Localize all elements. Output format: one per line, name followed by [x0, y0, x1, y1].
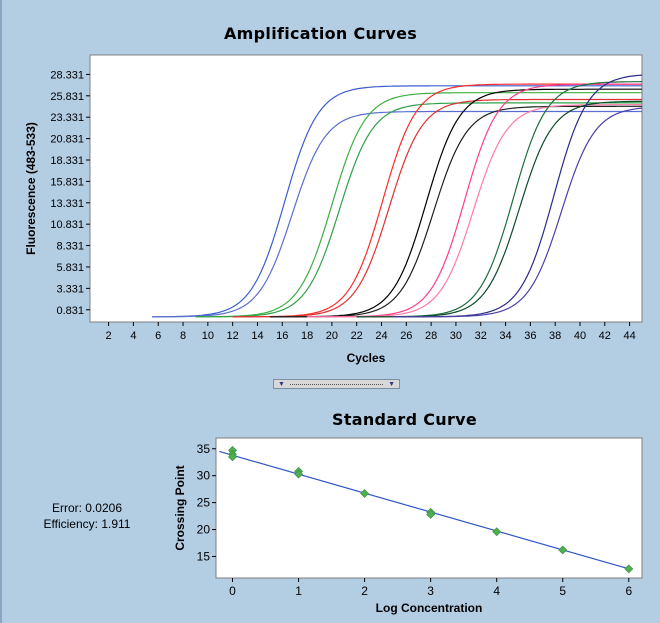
y-tick-label: 25 — [197, 496, 211, 510]
x-tick-label: 6 — [155, 330, 161, 342]
x-tick-label: 3 — [427, 584, 434, 598]
x-axis-label: Log Concentration — [376, 601, 483, 615]
panel-splitter[interactable]: ▼ ▼ — [273, 379, 400, 389]
y-tick-label: 8.331 — [56, 241, 84, 253]
x-tick-label: 5 — [559, 584, 566, 598]
amplification-chart: 2 4 6 8 10 12 14 16 18 20 22 24 26 28 30 32 34 36 38 40 42 44… — [24, 54, 643, 365]
error-label: Error: 0.0206 — [51, 501, 123, 515]
y-tick-label: 28.331 — [50, 69, 84, 81]
efficiency-label: Efficiency: 1.911 — [43, 517, 131, 531]
y-tick-label: 30 — [197, 469, 211, 483]
y-tick-label: 5.831 — [56, 262, 84, 274]
standard-curve-title: Standard Curve — [332, 410, 478, 429]
triangle-down-icon: ▼ — [388, 381, 395, 388]
x-tick-label: 38 — [549, 330, 561, 342]
x-tick-label: 32 — [475, 330, 487, 342]
x-tick-label: 36 — [524, 330, 536, 342]
amplification-curve-14 — [393, 107, 643, 318]
curve-statistics: Error: 0.0206 Efficiency: 1.911 — [32, 500, 142, 532]
data-point — [294, 466, 303, 476]
x-tick-label: 18 — [301, 330, 313, 342]
x-tick-label: 14 — [251, 330, 263, 342]
x-tick-label: 4 — [493, 584, 500, 598]
standard-plot-area — [215, 437, 643, 579]
x-tick-label: 6 — [625, 584, 632, 598]
x-tick-label: 16 — [276, 330, 288, 342]
x-tick-label: 30 — [450, 330, 462, 342]
x-tick-label: 2 — [361, 584, 368, 598]
data-point — [624, 564, 634, 574]
amplification-curve-2 — [152, 110, 642, 318]
amplification-curve-1 — [152, 85, 642, 318]
y-axis-label: Fluorescence (483-533) — [24, 122, 38, 255]
data-point — [228, 452, 237, 462]
y-tick-label: 3.331 — [56, 283, 84, 295]
y-tick-label: 18.331 — [50, 155, 84, 167]
y-tick-label: 0.831 — [56, 305, 84, 317]
x-tick-label: 10 — [202, 330, 214, 342]
y-tick-label: 35 — [197, 442, 211, 456]
y-tick-label: 15.831 — [50, 176, 84, 188]
x-tick-label: 44 — [623, 330, 635, 342]
x-tick-label: 22 — [351, 330, 363, 342]
x-tick-label: 24 — [375, 330, 387, 342]
x-tick-label: 4 — [130, 330, 136, 342]
y-tick-label: 10.831 — [50, 219, 84, 231]
amplification-chart-title: Amplification Curves — [224, 24, 418, 43]
data-point — [426, 510, 436, 519]
x-axis-label: Cycles — [347, 351, 386, 365]
data-point — [492, 527, 502, 537]
x-tick-label: 40 — [574, 330, 586, 342]
amplification-curve-4 — [195, 102, 642, 318]
y-tick-label: 20.831 — [50, 134, 84, 146]
amplification-curve-6 — [232, 98, 642, 318]
y-tick-label: 15 — [197, 549, 211, 563]
x-tick-label: 0 — [229, 584, 236, 598]
amplification-curve-3 — [195, 92, 642, 318]
data-point — [228, 445, 237, 455]
x-tick-label: 20 — [326, 330, 338, 342]
y-tick-label: 23.331 — [50, 112, 84, 124]
x-tick-label: 42 — [599, 330, 611, 342]
x-tick-label: 1 — [295, 584, 302, 598]
x-tick-label: 34 — [499, 330, 511, 342]
y-tick-label: 25.831 — [50, 91, 84, 103]
x-tick-label: 26 — [400, 330, 412, 342]
data-point — [426, 507, 436, 517]
splitter-grip — [290, 384, 383, 386]
data-point — [558, 545, 568, 555]
regression-line — [219, 450, 629, 570]
x-tick-label: 12 — [227, 330, 239, 342]
data-point — [228, 449, 237, 459]
data-point — [360, 489, 370, 498]
x-tick-label: 8 — [180, 330, 186, 342]
triangle-down-icon: ▼ — [278, 381, 285, 388]
y-tick-label: 20 — [197, 523, 211, 537]
y-tick-label: 13.331 — [50, 198, 84, 210]
y-axis-label: Crossing Point — [173, 465, 187, 550]
data-point — [294, 469, 303, 479]
x-tick-label: 28 — [425, 330, 437, 342]
x-tick-label: 2 — [106, 330, 112, 342]
